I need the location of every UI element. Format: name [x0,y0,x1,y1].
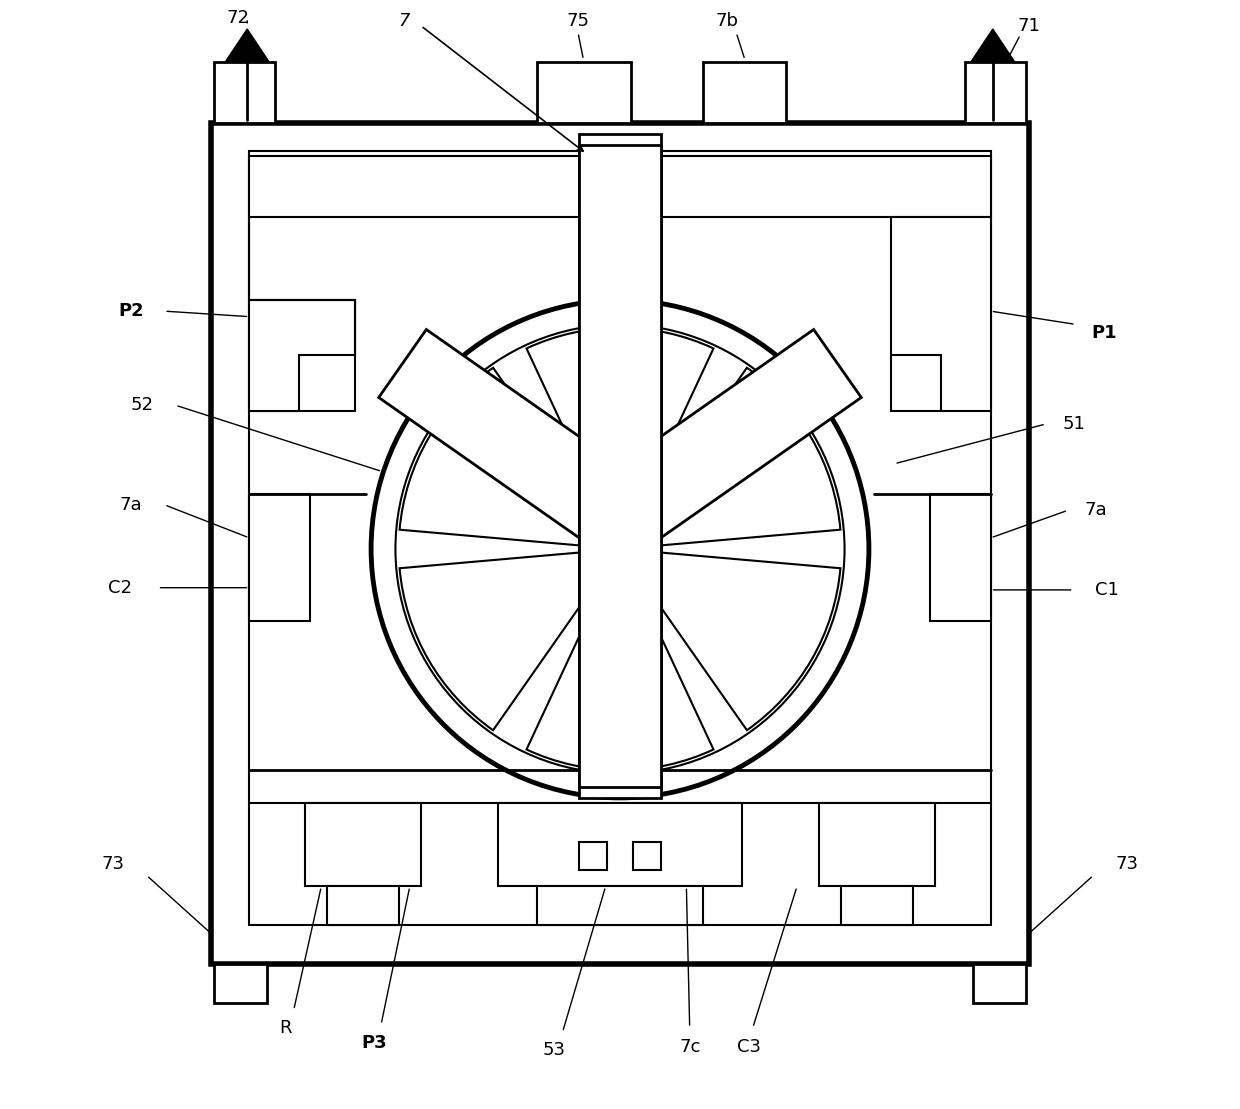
Bar [249,494,310,621]
Bar [841,886,913,925]
Text: 53: 53 [542,1041,565,1059]
Bar [930,494,991,621]
Text: 72: 72 [227,9,249,27]
Text: P2: P2 [118,302,144,321]
Bar [634,842,661,869]
Wedge shape [399,552,601,730]
Text: 52: 52 [130,396,154,414]
Polygon shape [596,329,862,550]
Text: C3: C3 [738,1038,761,1056]
Text: 75: 75 [567,12,589,30]
Text: 7: 7 [398,12,410,30]
Wedge shape [527,579,713,771]
Bar [579,145,661,786]
Bar [965,62,1025,123]
Wedge shape [399,368,601,546]
Bar [973,964,1025,1003]
Polygon shape [226,29,269,62]
Wedge shape [527,328,713,519]
Bar [579,134,661,797]
Wedge shape [639,368,841,546]
Polygon shape [378,329,644,550]
Bar [892,217,991,410]
Text: 7a: 7a [120,496,143,513]
Text: C2: C2 [108,579,131,597]
Text: 51: 51 [1063,415,1085,433]
Bar [215,62,275,123]
Text: 7b: 7b [715,12,739,30]
Bar [703,62,786,123]
Bar [249,156,991,217]
Bar [249,151,991,925]
Text: 7c: 7c [680,1038,701,1056]
Bar [327,886,399,925]
Text: 73: 73 [1115,855,1138,873]
Text: 73: 73 [102,855,125,873]
Text: R: R [280,1019,293,1037]
Text: C1: C1 [1095,581,1118,599]
Bar [820,803,935,886]
Polygon shape [971,29,1014,62]
Bar [215,964,267,1003]
Bar [537,62,631,123]
Text: P1: P1 [1091,324,1117,343]
Bar [249,301,355,410]
Text: 71: 71 [1018,17,1040,34]
Wedge shape [639,552,841,730]
Bar [498,803,742,886]
Polygon shape [582,516,658,760]
Bar [305,803,420,886]
Text: P3: P3 [362,1035,387,1052]
Bar [579,842,606,869]
Bar [211,123,1029,964]
Bar [537,886,703,925]
Text: 7a: 7a [1084,501,1107,519]
